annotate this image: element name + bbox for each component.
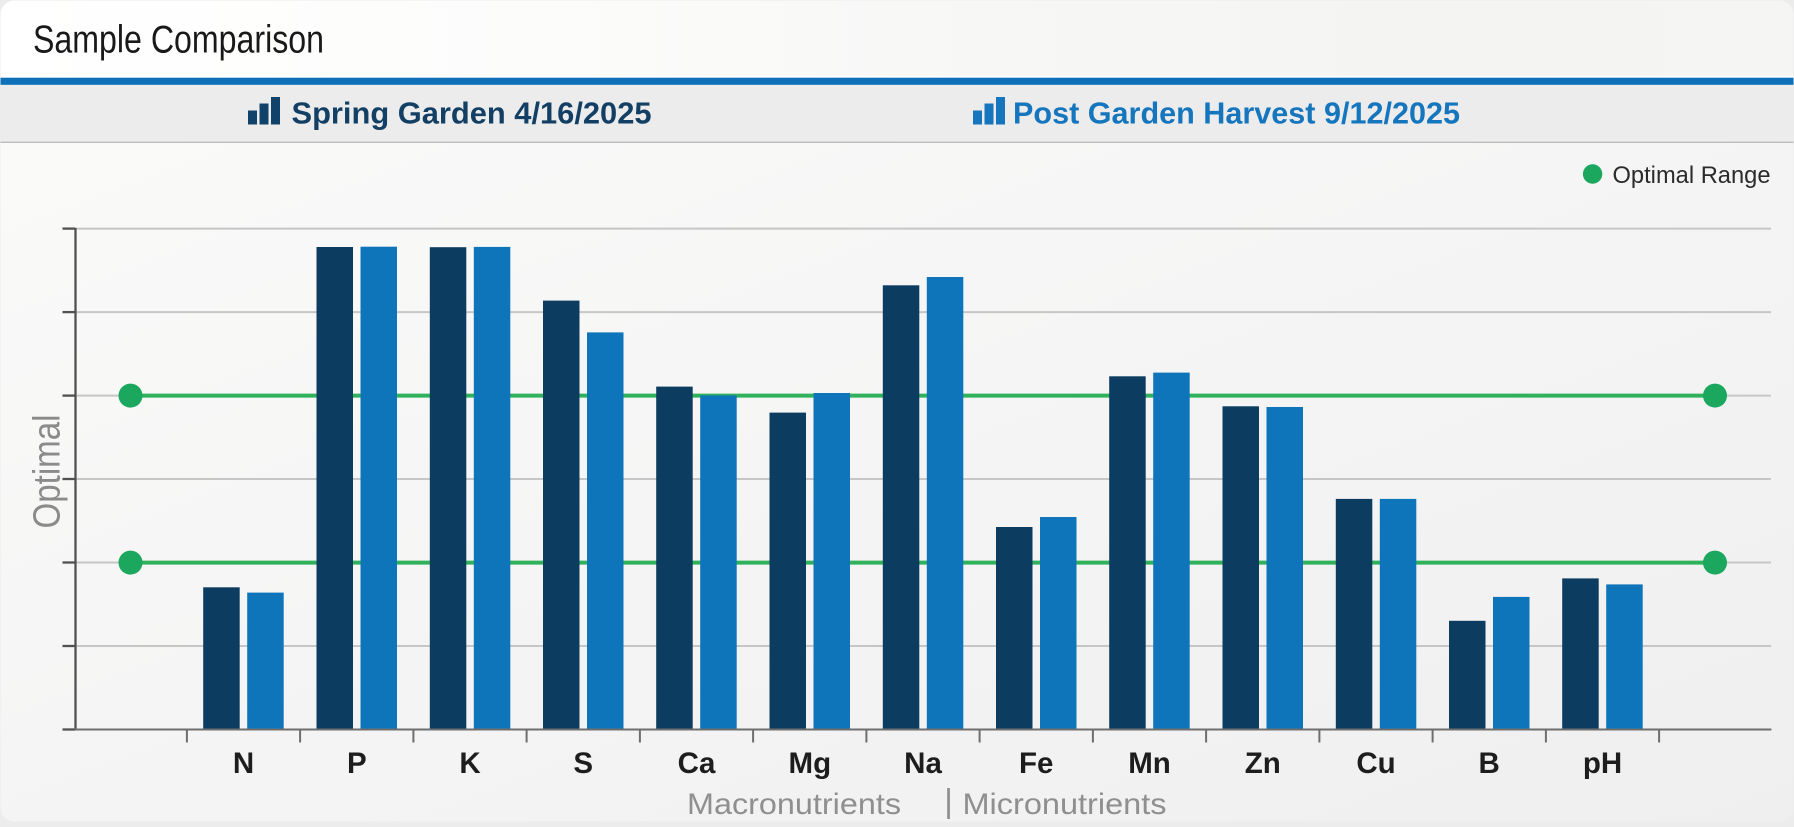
svg-text:Sample Comparison: Sample Comparison [33,19,324,62]
svg-text:pH: pH [1583,747,1622,780]
svg-text:K: K [459,747,481,780]
svg-text:Zn: Zn [1245,747,1281,780]
svg-text:Mn: Mn [1128,747,1171,780]
svg-text:B: B [1479,747,1500,780]
svg-text:Na: Na [904,747,942,780]
svg-text:S: S [573,747,593,780]
svg-text:Mg: Mg [789,747,832,780]
svg-text:Optimal: Optimal [27,415,69,529]
svg-text:Spring Garden 4/16/2025: Spring Garden 4/16/2025 [292,96,652,131]
svg-text:|: | [944,782,953,819]
svg-text:N: N [233,747,254,780]
svg-text:Post Garden Harvest 9/12/2025: Post Garden Harvest 9/12/2025 [1013,96,1460,131]
svg-text:Micronutrients: Micronutrients [963,788,1167,821]
svg-text:Ca: Ca [678,747,716,780]
svg-text:Fe: Fe [1019,747,1053,780]
svg-text:P: P [347,747,367,780]
svg-text:Cu: Cu [1356,747,1395,780]
svg-text:Optimal Range: Optimal Range [1613,162,1771,189]
svg-text:Macronutrients: Macronutrients [687,788,901,821]
